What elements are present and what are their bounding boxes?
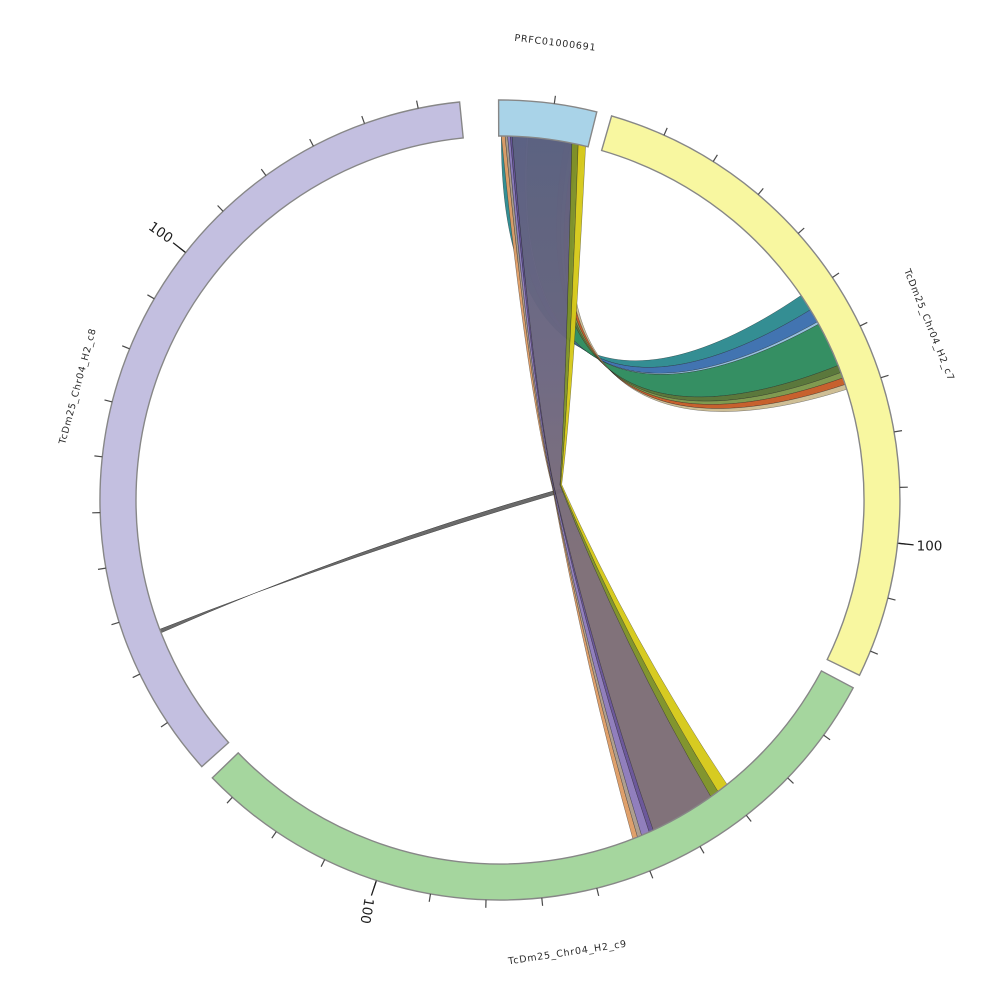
tick — [787, 777, 794, 784]
tick — [663, 127, 668, 136]
sector-c9 — [211, 669, 855, 901]
tick — [121, 345, 130, 350]
axis-pointer-c9 — [370, 881, 377, 896]
tick — [309, 138, 314, 147]
tick — [553, 95, 556, 104]
tick — [260, 168, 267, 176]
tick — [859, 321, 868, 327]
tick — [111, 621, 120, 626]
sector-label-c9: TcDm25_Chr04_H2_c9 — [507, 939, 628, 968]
ribbons — [159, 135, 848, 840]
sector-PRFC01000691 — [497, 99, 598, 148]
tick — [894, 430, 903, 433]
tick — [94, 455, 103, 458]
sector-c8 — [99, 101, 464, 768]
tick — [699, 846, 705, 854]
ribbon-c8-thin — [159, 488, 564, 634]
tick — [320, 859, 326, 867]
axis-label-c7: 100 — [917, 539, 943, 555]
tick — [880, 374, 889, 379]
tick — [104, 399, 113, 403]
tick — [226, 796, 233, 804]
tick — [361, 115, 366, 124]
sector-label-c8: TcDm25_Chr04_H2_c8 — [57, 327, 99, 447]
tick — [745, 814, 752, 822]
tick — [428, 893, 432, 902]
tick — [823, 734, 831, 741]
tick — [887, 597, 896, 601]
sector-c7 — [600, 115, 901, 677]
tick — [132, 673, 141, 679]
tick — [870, 650, 879, 655]
tick — [757, 188, 764, 195]
tick — [160, 722, 168, 728]
axis-pointer-c7 — [898, 542, 914, 546]
tick — [712, 154, 718, 162]
tick — [416, 100, 419, 109]
axis-label-c8: 100 — [145, 219, 175, 247]
tick — [596, 887, 600, 897]
tick — [271, 831, 277, 839]
tick — [541, 897, 544, 906]
tick — [649, 870, 654, 879]
tick — [832, 272, 840, 278]
sector-label-PRFC01000691: PRFC01000691 — [514, 33, 597, 54]
axis-pointer-c8 — [172, 242, 186, 253]
tick — [797, 227, 805, 234]
axis-label-c9: 100 — [356, 897, 376, 925]
tick — [217, 205, 224, 212]
tick — [147, 294, 155, 300]
sector-label-c7: TcDm25_Chr04_H2_c7 — [901, 267, 956, 383]
tick — [97, 567, 106, 570]
